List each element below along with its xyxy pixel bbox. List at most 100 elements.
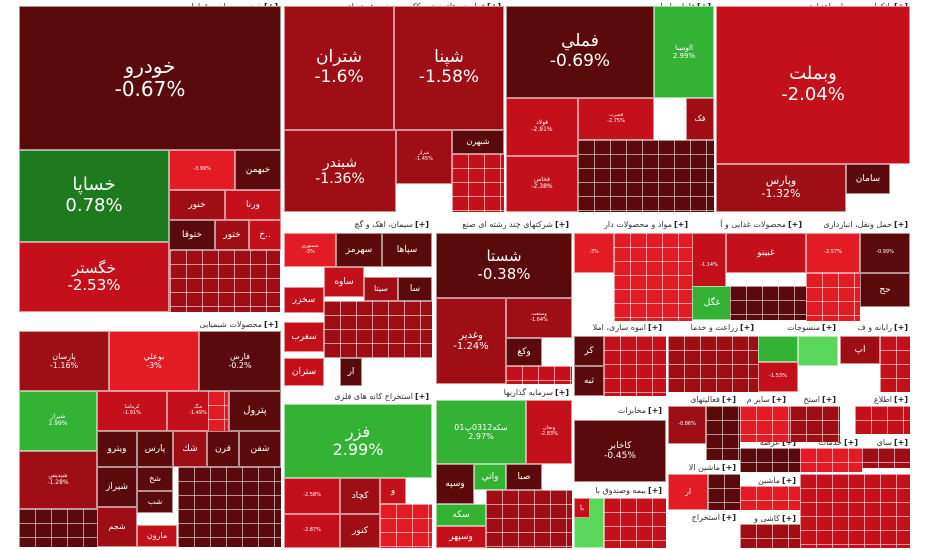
stock-tile[interactable]: سخزر [284, 287, 324, 313]
stock-tile[interactable]: حح [860, 273, 910, 307]
sector-header[interactable]: زراعت و خدما [+] [668, 321, 758, 335]
expand-icon[interactable]: [+] [781, 476, 796, 485]
stock-tile[interactable]: شفن [239, 431, 281, 467]
expand-icon[interactable]: [+] [821, 395, 836, 404]
sector-header[interactable]: کاشی و [+] [740, 512, 800, 526]
stock-tile[interactable]: ستران [284, 358, 324, 386]
small-stocks-block[interactable] [740, 486, 800, 510]
stock-tile[interactable]: خنور [169, 190, 225, 220]
stock-tile[interactable]: اپ [840, 336, 880, 364]
stock-tile[interactable]: سكه [436, 504, 486, 526]
stock-tile[interactable]: با [574, 498, 590, 518]
expand-icon[interactable]: [+] [739, 323, 754, 332]
stock-tile[interactable]: ساوه [324, 267, 364, 297]
expand-icon[interactable]: [+] [554, 388, 569, 397]
stock-tile[interactable]: كچاد [340, 478, 380, 514]
small-stocks-block[interactable] [790, 406, 840, 442]
stock-tile[interactable]: سمنوري -3% [284, 233, 336, 267]
small-stocks-block[interactable] [708, 474, 740, 510]
small-stocks-block[interactable] [668, 336, 758, 392]
stock-tile[interactable]: شيراز 2.99% [19, 391, 97, 451]
stock-tile[interactable]: فارس -0.2% [199, 331, 281, 391]
stock-tile[interactable]: سيتا [364, 277, 398, 301]
small-stocks-block[interactable] [800, 474, 910, 548]
small-stocks-block[interactable] [170, 250, 280, 312]
sector-header[interactable]: محصولات غذایی و آ [+] [692, 218, 806, 232]
stock-tile[interactable]: وسنعت -1.64% [506, 298, 572, 338]
small-stocks-block[interactable] [740, 524, 800, 548]
stock-tile[interactable]: قرن [207, 431, 239, 467]
stock-tile[interactable]: خ.. [249, 220, 281, 250]
small-stocks-block[interactable] [178, 467, 281, 547]
sector-header[interactable]: استخ [+] [790, 393, 840, 407]
expand-icon[interactable]: [+] [414, 220, 429, 229]
small-stocks-block[interactable] [578, 140, 714, 212]
stock-tile[interactable]: پارسان -1.16% [19, 331, 109, 391]
sector-header[interactable]: ماشین [+] [740, 474, 800, 488]
stock-tile[interactable]: وپارس -1.32% [716, 164, 846, 212]
small-stocks-block[interactable] [324, 301, 432, 358]
stock-tile[interactable]: شجم [97, 507, 137, 547]
small-stocks-block[interactable] [740, 448, 800, 472]
expand-icon[interactable]: [+] [893, 438, 908, 447]
stock-tile[interactable]: فخاس -2.38% [506, 156, 578, 212]
small-stocks-block[interactable] [380, 504, 432, 548]
stock-tile[interactable]: فک [686, 98, 714, 140]
stock-tile[interactable]: ونجان -2.83% [526, 400, 572, 464]
sector-header[interactable]: انبوه سازی، املا [+] [574, 321, 666, 335]
expand-icon[interactable]: [+] [554, 220, 569, 229]
expand-icon[interactable]: [+] [821, 323, 836, 332]
stock-tile[interactable]: كرماشا -1.91% [97, 391, 167, 431]
sector-kashi[interactable]: کاشی و [+] [740, 512, 800, 548]
stock-tile[interactable]: ويترو [97, 431, 137, 467]
stock-tile[interactable]: شب [137, 491, 173, 513]
stock-tile[interactable]: و [380, 478, 406, 504]
stock-tile[interactable]: وسپهر [436, 526, 486, 548]
stock-tile[interactable]: وبملت -2.04% [716, 6, 910, 164]
expand-icon[interactable]: [+] [781, 438, 796, 447]
sector-header[interactable]: استخراج کانه های فلزی [+] [283, 390, 433, 404]
stock-tile[interactable]: فسرب -2.75% [578, 98, 654, 140]
expand-icon[interactable]: [+] [893, 395, 908, 404]
stock-tile[interactable]: -3% [574, 233, 614, 273]
stock-tile[interactable]: -1.53% [758, 362, 798, 392]
sector-header[interactable]: اطلاع [+] [855, 393, 912, 407]
stock-tile[interactable]: -2.57% [806, 233, 860, 273]
expand-icon[interactable]: [+] [647, 486, 662, 495]
stock-tile[interactable]: وكغ [506, 338, 542, 366]
stock-tile[interactable]: خگستر -2.53% [19, 242, 169, 312]
small-stocks-block[interactable] [506, 366, 572, 384]
stock-tile[interactable]: شستا -0.38% [436, 233, 572, 298]
stock-tile[interactable]: ثبه [574, 366, 604, 396]
stock-tile[interactable]: شتران -1.6% [284, 6, 394, 130]
expand-icon[interactable]: [+] [893, 220, 908, 229]
stock-tile[interactable]: ار [340, 358, 362, 386]
stock-tile[interactable]: مارون [137, 525, 177, 547]
small-stocks-block[interactable] [706, 406, 740, 460]
stock-tile[interactable]: ختوقا [169, 220, 215, 250]
expand-icon[interactable]: [+] [721, 513, 736, 522]
stock-tile[interactable]: غگل [692, 286, 732, 320]
small-stocks-block[interactable] [800, 448, 862, 472]
stock-tile[interactable]: شپنا -1.58% [394, 6, 504, 130]
stock-tile[interactable]: -0.86% [668, 406, 706, 444]
stock-tile[interactable]: فولاد -2.91% [506, 98, 578, 156]
stock-tile[interactable]: پارس [137, 431, 173, 467]
expand-icon[interactable]: [+] [414, 392, 429, 401]
expand-icon[interactable]: [+] [843, 438, 858, 447]
small-stocks-block[interactable] [880, 336, 910, 392]
expand-icon[interactable]: [+] [647, 406, 662, 415]
small-stocks-block[interactable] [862, 448, 910, 468]
stock-tile[interactable]: واتي [474, 464, 506, 490]
sector-header[interactable]: حمل ونقل، انبارداری [+] [806, 218, 912, 232]
stock-tile[interactable]: شخ [137, 467, 173, 491]
stock-tile[interactable]: خساپا 0.78% [19, 150, 169, 242]
stock-tile[interactable]: وغدير -1.24% [436, 298, 506, 384]
stock-tile[interactable]: شپديس -1.28% [19, 451, 97, 509]
small-stocks-block[interactable] [604, 498, 666, 548]
small-stocks-block[interactable] [604, 336, 666, 396]
small-stocks-block[interactable] [855, 406, 910, 434]
sector-header[interactable]: فعالیتهای [+] [668, 393, 740, 407]
sector-header[interactable]: سیمان، اهک و گچ [+] [283, 218, 433, 232]
sector-header[interactable]: استخراج [+] [668, 511, 740, 525]
